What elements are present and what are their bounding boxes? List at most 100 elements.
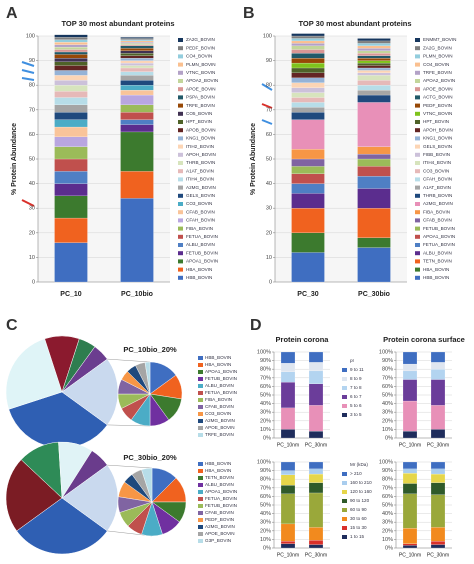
bar-segment xyxy=(402,461,418,469)
legend-swatch xyxy=(415,267,420,272)
legend-swatch xyxy=(178,46,183,51)
y-tick-label: 100 xyxy=(263,33,272,39)
legend-title: pI xyxy=(350,358,354,363)
bar-segment xyxy=(402,493,418,529)
legend-swatch xyxy=(342,377,347,381)
bar-segment xyxy=(308,473,324,483)
bar-segment xyxy=(120,112,154,120)
y-tick-label: 10 xyxy=(29,255,35,261)
y-tick-label: 60 xyxy=(29,132,35,138)
legend-label: ITIH2_BOVIN xyxy=(186,144,214,149)
bar-segment xyxy=(291,107,325,113)
bar-segment xyxy=(54,158,88,172)
pie-slice xyxy=(61,464,119,532)
x-tick-label: PC_10nm xyxy=(399,442,421,448)
legend-swatch xyxy=(178,177,183,182)
arrows xyxy=(21,61,273,207)
legend-swatch xyxy=(198,426,203,430)
legend-label: TETN_BOVIN xyxy=(423,259,452,264)
bar-segment xyxy=(308,461,324,469)
y-tick-label: 20 xyxy=(29,230,35,236)
chart-title: TOP 30 most abundant proteins xyxy=(61,19,174,28)
y-tick-label: 10% xyxy=(382,537,393,543)
legend-swatch xyxy=(178,79,183,83)
legend-label: FETUB_BOVIN xyxy=(186,250,218,255)
bar-segment xyxy=(54,39,88,43)
bar-segment xyxy=(357,102,391,147)
legend-swatch xyxy=(178,87,183,92)
legend-label: A2MG_BOVIN xyxy=(423,201,453,206)
legend-label: FETUA_BOVIN xyxy=(423,242,455,247)
legend-label: HBA_BOVIN xyxy=(205,362,231,367)
y-tick-label: 0% xyxy=(385,545,393,551)
x-tick-label: PC_30nm xyxy=(305,552,327,558)
bar-segment xyxy=(357,166,391,177)
bar-segment xyxy=(120,42,154,44)
chart-title: Protein corona xyxy=(276,335,330,344)
legend-label: A2MG_BOVIN xyxy=(186,185,216,190)
bar-segment xyxy=(54,70,88,76)
bar-segment xyxy=(54,136,88,147)
legend-swatch xyxy=(198,504,203,508)
legend-label: ACTG_BOVIN xyxy=(423,95,453,100)
y-tick-label: 80% xyxy=(382,477,393,483)
bar-segment xyxy=(430,369,446,380)
legend-swatch xyxy=(198,356,203,360)
legend-label: APOA2_BOVIN xyxy=(186,78,218,83)
legend-label: TRFE_BOVIN xyxy=(186,103,215,108)
panel-label: A xyxy=(6,5,18,22)
bar-segment xyxy=(120,55,154,59)
legend-swatch xyxy=(415,243,420,247)
bar-segment xyxy=(308,544,324,549)
bar-segment xyxy=(291,38,325,42)
legend-label: G3P_BOVIN xyxy=(205,538,231,543)
bar-segment xyxy=(291,183,325,194)
legend-swatch xyxy=(198,363,203,367)
bar-segment xyxy=(54,171,88,184)
y-tick-label: 60 xyxy=(266,132,272,138)
bar-segment xyxy=(120,94,154,105)
bar-segment xyxy=(280,363,296,372)
bar-segment xyxy=(430,527,446,542)
y-tick-label: 90% xyxy=(382,468,393,474)
legend-label: CFAB_BOVIN xyxy=(423,218,452,223)
legend-swatch xyxy=(198,405,203,409)
y-tick-label: 60% xyxy=(260,494,271,500)
bar-segment xyxy=(308,527,324,541)
y-tick-label: 70% xyxy=(382,375,393,381)
legend-swatch xyxy=(178,169,183,174)
bar-segment xyxy=(430,468,446,475)
legend-label: FETUA_BOVIN xyxy=(186,234,218,239)
legend-swatch xyxy=(415,234,420,239)
bar-segment xyxy=(54,61,88,66)
bar-segment xyxy=(291,53,325,59)
legend-label: 7 to 8 xyxy=(350,385,362,390)
bar-segment xyxy=(357,72,391,76)
blue-arrow xyxy=(21,61,35,81)
legend-label: ALBU_BOVIN xyxy=(205,383,234,388)
bar-segment xyxy=(357,60,391,64)
legend-swatch xyxy=(198,412,203,416)
x-tick-label: PC_10nm xyxy=(399,552,421,558)
bar-segment xyxy=(291,58,325,64)
blue-arrow xyxy=(261,83,273,125)
legend-swatch xyxy=(178,62,183,67)
legend-label: HBB_BOVIN xyxy=(205,461,231,466)
bar-segment xyxy=(120,58,154,61)
bar-segment xyxy=(291,158,325,167)
bar-segment xyxy=(291,49,325,54)
legend-swatch xyxy=(178,152,183,157)
legend-label: A2MG_BOVIN xyxy=(205,418,235,423)
legend-swatch xyxy=(178,136,183,141)
legend-label: APOE_BOVIN xyxy=(205,531,235,536)
legend-swatch xyxy=(415,185,420,190)
bar-segment xyxy=(357,70,391,74)
bar-segment xyxy=(120,43,154,45)
legend-label: CO4_BOVIN xyxy=(423,62,449,67)
legend-swatch xyxy=(342,535,347,539)
legend-label: PLMN_BOVIN xyxy=(186,62,216,67)
legend-label: FETUB_BOVIN xyxy=(205,503,237,508)
legend-swatch xyxy=(342,368,347,372)
y-tick-label: 90 xyxy=(266,58,272,64)
legend-swatch xyxy=(178,193,183,198)
